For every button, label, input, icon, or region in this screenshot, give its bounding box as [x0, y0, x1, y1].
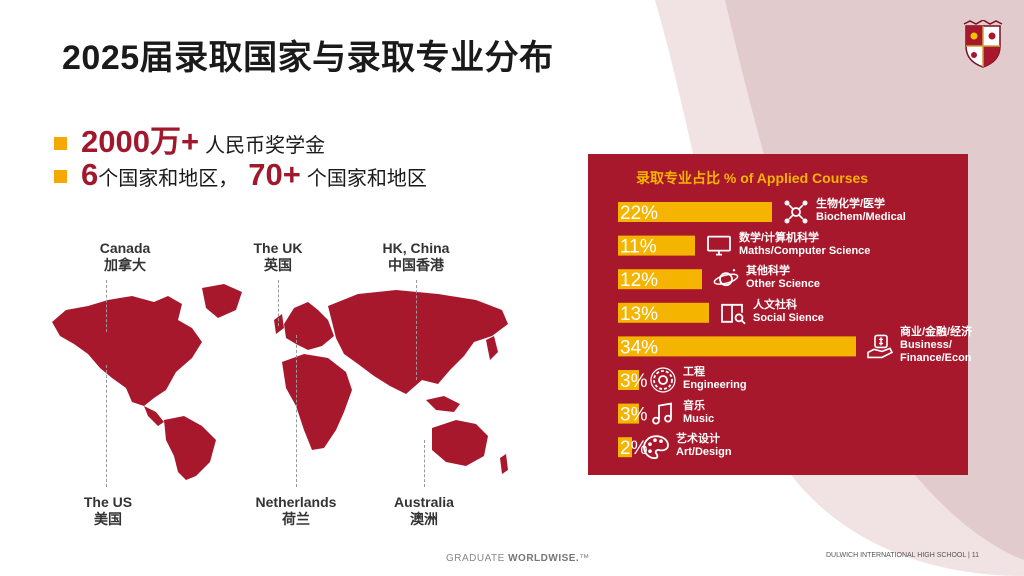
map-japan	[486, 336, 498, 360]
gear-icon	[650, 367, 676, 393]
bar-2	[618, 235, 695, 256]
value-label-1: 22%	[620, 203, 658, 224]
map-label-hk: HK, China 中国香港	[382, 240, 450, 273]
regions-label: 个国家和地区	[306, 168, 427, 190]
map-label-australia: Australia 澳洲	[394, 494, 454, 527]
courses-chart-panel: 录取专业占比 % of Applied Courses 22% 11% 12% 13%…	[588, 154, 972, 475]
map-southeast-asia	[426, 396, 460, 412]
line-uk	[278, 280, 279, 326]
regions-count: 70+	[248, 157, 301, 192]
category-label-zh: 工程	[683, 366, 705, 378]
bar-6	[618, 370, 639, 390]
category-label-7: 音乐 Music	[683, 400, 714, 426]
map-label-us: The US 美国	[83, 494, 133, 527]
map-label-canada: Canada 加拿大	[99, 240, 151, 273]
bar-1	[618, 202, 772, 222]
category-label-en: Art/Design	[676, 446, 732, 459]
bullet-square	[54, 170, 67, 183]
category-label-zh: 数学/计算机科学	[739, 231, 820, 244]
scholarship-label: 人民币奖学金	[205, 135, 326, 157]
music-note-icon	[652, 402, 672, 425]
page-title: 2025届录取国家与录取专业分布	[62, 39, 554, 77]
scholarship-amount: 2000万+	[81, 124, 200, 159]
line-us	[106, 365, 107, 487]
planet-icon	[713, 269, 739, 287]
map-south-america	[164, 416, 216, 480]
category-label-8: 艺术设计 Art/Design	[676, 433, 732, 459]
bar-5	[618, 336, 856, 357]
map-africa	[282, 354, 352, 450]
bar-3	[618, 269, 702, 290]
value-label-5: 34%	[620, 337, 658, 358]
category-label-zh: 艺术设计	[676, 433, 720, 446]
category-label-zh: 人文社科	[753, 298, 797, 311]
category-label-2: 数学/计算机科学 Maths/Computer Science	[739, 232, 870, 258]
category-label-5: 商业/金融/经济 Business/Finance/Econ	[900, 326, 972, 365]
category-label-en: Biochem/Medical	[816, 211, 906, 223]
book-search-icon	[721, 303, 746, 325]
category-label-1: 生物化学/医学 Biochem/Medical	[816, 198, 906, 224]
money-hand-icon	[867, 334, 894, 359]
category-label-en: Maths/Computer Science	[739, 244, 871, 257]
line-australia	[424, 440, 425, 487]
map-label-netherlands: Netherlands 荷兰	[255, 494, 337, 527]
value-label-3: 12%	[620, 270, 658, 291]
map-new-zealand	[500, 454, 508, 474]
line-canada	[106, 280, 107, 332]
map-greenland	[202, 284, 242, 318]
map-uk	[274, 314, 284, 334]
category-label-en: Finance/Econ	[900, 351, 972, 364]
category-label-en: Engineering	[683, 379, 747, 391]
category-label-en: Other Science	[746, 278, 820, 291]
footer-brand: GRADUATE WORLDWISE.™	[446, 553, 590, 564]
category-label-zh: 其他科学	[746, 265, 790, 278]
line-netherlands	[296, 335, 297, 487]
map-asia	[328, 290, 508, 394]
value-label-7: 3%	[620, 405, 648, 426]
category-label-4: 人文社科 Social Sience	[753, 299, 824, 325]
value-label-8: 2%	[620, 438, 648, 459]
category-label-en: Social Sience	[753, 311, 824, 324]
countries-label: 个国家和地区，	[98, 168, 239, 190]
bar-4	[618, 302, 709, 323]
courses-bar-chart: 22% 11% 12% 13% 34% 3% 3% 2%	[618, 200, 894, 460]
map-label-uk: The UK 英国	[253, 240, 303, 273]
footer-school-page: DULWICH INTERNATIONAL HIGH SCHOOL | 11	[826, 552, 979, 559]
countries-count: 6	[81, 157, 99, 192]
value-label-2: 11%	[620, 237, 657, 258]
map-europe	[284, 302, 334, 350]
map-north-america	[52, 296, 202, 406]
bar-8	[618, 437, 632, 458]
molecule-icon	[784, 200, 808, 224]
category-label-3: 其他科学 Other Science	[746, 265, 820, 291]
category-label-6: 工程 Engineering	[683, 366, 747, 392]
bullet-countries: 6 个国家和地区， 70+ 个国家和地区	[54, 157, 427, 193]
value-label-6: 3%	[620, 371, 648, 392]
line-hk	[416, 280, 417, 380]
chart-title: 录取专业占比 % of Applied Courses	[636, 170, 869, 186]
category-label-zh: 商业/金融/经济	[900, 325, 973, 338]
computer-icon	[707, 235, 731, 256]
map-central-america	[144, 406, 164, 426]
bar-7	[618, 403, 639, 424]
category-label-en: Music	[683, 412, 715, 425]
bullet-square	[54, 137, 67, 150]
category-label-zh: 音乐	[683, 399, 705, 412]
school-crest-logo	[963, 20, 1003, 68]
palette-icon	[643, 435, 669, 460]
map-australia	[432, 420, 488, 466]
bullet-scholarship: 2000万+ 人民币奖学金	[54, 116, 325, 161]
value-label-4: 13%	[620, 304, 658, 325]
world-map	[52, 284, 508, 480]
category-label-zh: 生物化学/医学	[816, 198, 886, 210]
category-label-en: Business/	[900, 338, 952, 351]
